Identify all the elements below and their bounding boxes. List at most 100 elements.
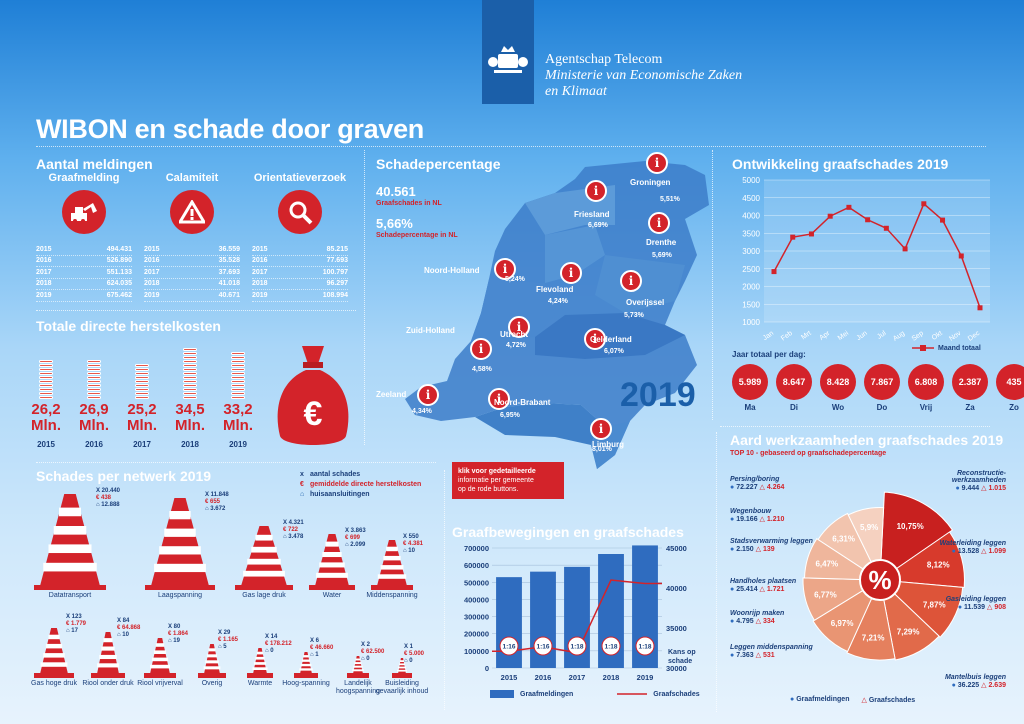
activity-meldingen: 72.227: [736, 484, 760, 491]
day-label: Di: [790, 403, 798, 412]
day-value: 8.428: [820, 364, 856, 400]
excavator-icon: [62, 190, 106, 234]
info-pin-drenthe[interactable]: i: [648, 212, 670, 234]
data-point: [883, 225, 889, 231]
coat-of-arms-icon: [488, 46, 528, 73]
y2-tick: 45000: [666, 544, 687, 553]
detail-button[interactable]: klik voor gedetailleerde informatie per …: [452, 462, 564, 499]
ratio-label: 1:18: [638, 644, 651, 651]
ratio-badge: [499, 636, 519, 656]
activity-schades: 2.639: [988, 682, 1006, 689]
triangle-icon: △: [759, 586, 767, 593]
coin: [39, 396, 53, 399]
cone-cost: € 46.660: [310, 645, 334, 651]
table-row: 2017 551.133: [36, 267, 132, 279]
activity-schades: 1.210: [766, 516, 785, 523]
coin: [231, 380, 245, 383]
info-pin-overijssel[interactable]: i: [620, 270, 642, 292]
divider: [36, 146, 986, 147]
y-tick: 4500: [742, 194, 760, 203]
info-pin-noord-brabant[interactable]: i: [488, 388, 510, 410]
info-pin-noord-holland[interactable]: i: [494, 258, 516, 280]
day-value: 435: [996, 364, 1024, 400]
table-row: 2015 494.431: [36, 244, 132, 256]
info-pin-gelderland[interactable]: i: [584, 328, 606, 350]
herstelkosten-section: 26,2 Mln. 2015 26,9 Mln. 2016 25,2 Mln. 2017 34,5…: [24, 340, 254, 455]
cost-year: 2016: [85, 440, 103, 449]
info-pin-utrecht[interactable]: i: [508, 316, 530, 338]
day-value: 7.867: [864, 364, 900, 400]
table-row: 2019 108.994: [252, 290, 348, 302]
dot-icon: ●: [790, 696, 795, 703]
activity-meldingen: 25.414: [736, 586, 760, 593]
activity-label: Woonrijp maken: [730, 610, 785, 617]
cone-houses: ⌂ 0: [404, 658, 413, 664]
day-item: 2.387 Za: [952, 364, 988, 412]
line-chart: 1000 1500 2000 2500 3000 3500 4000 4500 5000 Jan F…: [742, 176, 990, 343]
info-pin-zuid-holland[interactable]: i: [470, 338, 492, 360]
cost-unit: Mln.: [31, 417, 61, 434]
ratio-badge: [635, 636, 655, 656]
cone-stats: X 1 € 5.000 ⌂ 0: [404, 644, 424, 665]
ratio-label: 1:16: [536, 644, 549, 651]
coin: [183, 376, 197, 379]
cone-count: X 84: [117, 618, 130, 624]
coin: [231, 368, 245, 371]
netwerk-legend: x aantal schades € gemiddelde directe herst…: [300, 470, 421, 500]
cone-cost: € 655: [205, 499, 221, 505]
header-band: [482, 0, 534, 104]
info-pin-flevoland[interactable]: i: [560, 262, 582, 284]
row-value: 77.693: [326, 257, 348, 265]
info-pin-zeeland[interactable]: i: [417, 384, 439, 406]
dot-icon: ●: [730, 516, 737, 523]
coin-stack-icon: [168, 347, 212, 399]
activity-item: Woonrijp maken ● 4.795 △ 334: [730, 610, 830, 625]
traffic-cone-icon: [144, 638, 176, 678]
info-pin-limburg[interactable]: i: [590, 418, 612, 440]
traffic-cone-icon: [235, 526, 293, 590]
coin: [39, 384, 53, 387]
dot-icon: ●: [730, 546, 737, 553]
aard-legend: ● Graafmeldingen △ Graafschades: [790, 696, 915, 704]
y-tick: 700000: [464, 544, 489, 553]
bar-legend: Graafmeldingen Graafschades: [490, 690, 700, 698]
netwerk-legend-item: € gemiddelde directe herstelkosten: [300, 480, 421, 490]
legend-glyph: ⌂: [300, 491, 305, 498]
dot-icon: ●: [951, 682, 958, 689]
data-point: [977, 305, 983, 311]
cone-houses: ⌂ 0: [361, 656, 370, 662]
info-pin-friesland[interactable]: i: [585, 180, 607, 202]
activity-schades: 531: [762, 652, 775, 659]
row-value: 41.018: [218, 280, 240, 288]
cone-count: X 4.321: [283, 520, 304, 526]
coin: [231, 372, 245, 375]
traffic-cone-icon: [145, 498, 215, 590]
row-year: 2017: [144, 268, 160, 276]
x-tick: 2017: [569, 673, 586, 682]
row-year: 2015: [252, 245, 268, 253]
coin-stack-icon: [24, 359, 68, 399]
network-cones: Datatransport X 20.440 € 438 ⌂ 12.888 Laagsp…: [0, 0, 450, 724]
meldingen-section: Graafmelding 2015 494.431 2016 526.890 2017 55…: [36, 172, 356, 302]
table-row: 2018 41.018: [144, 279, 240, 290]
coin: [231, 364, 245, 367]
cost-value: 34,5: [175, 401, 205, 418]
slice-label: 6,31%: [832, 535, 855, 544]
cost-value: 26,2: [31, 401, 61, 418]
info-pin-groningen[interactable]: i: [646, 152, 668, 174]
data-point: [958, 253, 964, 259]
coin: [135, 388, 149, 391]
y-tick: 600000: [464, 561, 489, 570]
data-point: [771, 269, 777, 275]
x-tick: Apr: [818, 330, 831, 342]
y-tick: 1000: [742, 318, 760, 327]
row-value: 494.431: [106, 245, 132, 253]
data-point: [921, 201, 927, 207]
day-value: 8.647: [776, 364, 812, 400]
slice-label: 7,29%: [897, 628, 920, 637]
traffic-cone-icon: [34, 628, 74, 678]
triangle-icon: △: [759, 484, 767, 491]
x-tick: Mrt: [800, 330, 812, 342]
divider: [712, 150, 713, 420]
coin: [135, 376, 149, 379]
